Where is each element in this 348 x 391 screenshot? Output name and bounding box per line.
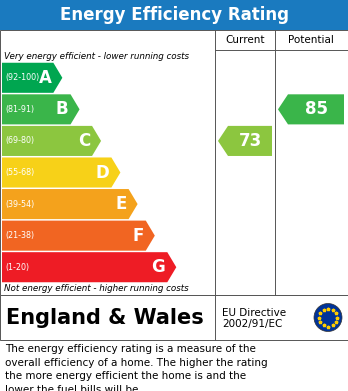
Text: Very energy efficient - lower running costs: Very energy efficient - lower running co… xyxy=(4,52,189,61)
Text: (92-100): (92-100) xyxy=(5,73,39,82)
Text: Current: Current xyxy=(225,35,265,45)
Text: 2002/91/EC: 2002/91/EC xyxy=(222,319,282,328)
Text: Potential: Potential xyxy=(288,35,334,45)
Text: F: F xyxy=(133,227,144,245)
Text: Not energy efficient - higher running costs: Not energy efficient - higher running co… xyxy=(4,284,189,293)
Text: (55-68): (55-68) xyxy=(5,168,34,177)
Text: (21-38): (21-38) xyxy=(5,231,34,240)
Text: 85: 85 xyxy=(304,100,327,118)
Polygon shape xyxy=(278,94,344,124)
Text: Energy Efficiency Rating: Energy Efficiency Rating xyxy=(60,6,288,24)
Text: C: C xyxy=(78,132,90,150)
Polygon shape xyxy=(2,252,176,282)
Text: (39-54): (39-54) xyxy=(5,199,34,208)
Polygon shape xyxy=(2,221,155,251)
Polygon shape xyxy=(2,189,137,219)
Polygon shape xyxy=(218,126,272,156)
Polygon shape xyxy=(2,63,62,93)
Text: D: D xyxy=(96,163,109,181)
Polygon shape xyxy=(2,158,120,188)
Text: EU Directive: EU Directive xyxy=(222,307,286,317)
Text: B: B xyxy=(56,100,69,118)
Text: A: A xyxy=(39,69,52,87)
Text: England & Wales: England & Wales xyxy=(6,307,204,328)
Text: (69-80): (69-80) xyxy=(5,136,34,145)
Bar xyxy=(0,295,348,340)
Text: G: G xyxy=(151,258,165,276)
Text: E: E xyxy=(115,195,127,213)
Polygon shape xyxy=(2,126,101,156)
Polygon shape xyxy=(2,94,80,124)
Bar xyxy=(0,0,348,30)
Circle shape xyxy=(314,303,342,332)
Text: The energy efficiency rating is a measure of the
overall efficiency of a home. T: The energy efficiency rating is a measur… xyxy=(5,344,268,391)
Text: 73: 73 xyxy=(238,132,262,150)
Text: (81-91): (81-91) xyxy=(5,105,34,114)
Bar xyxy=(0,30,348,295)
Text: (1-20): (1-20) xyxy=(5,263,29,272)
